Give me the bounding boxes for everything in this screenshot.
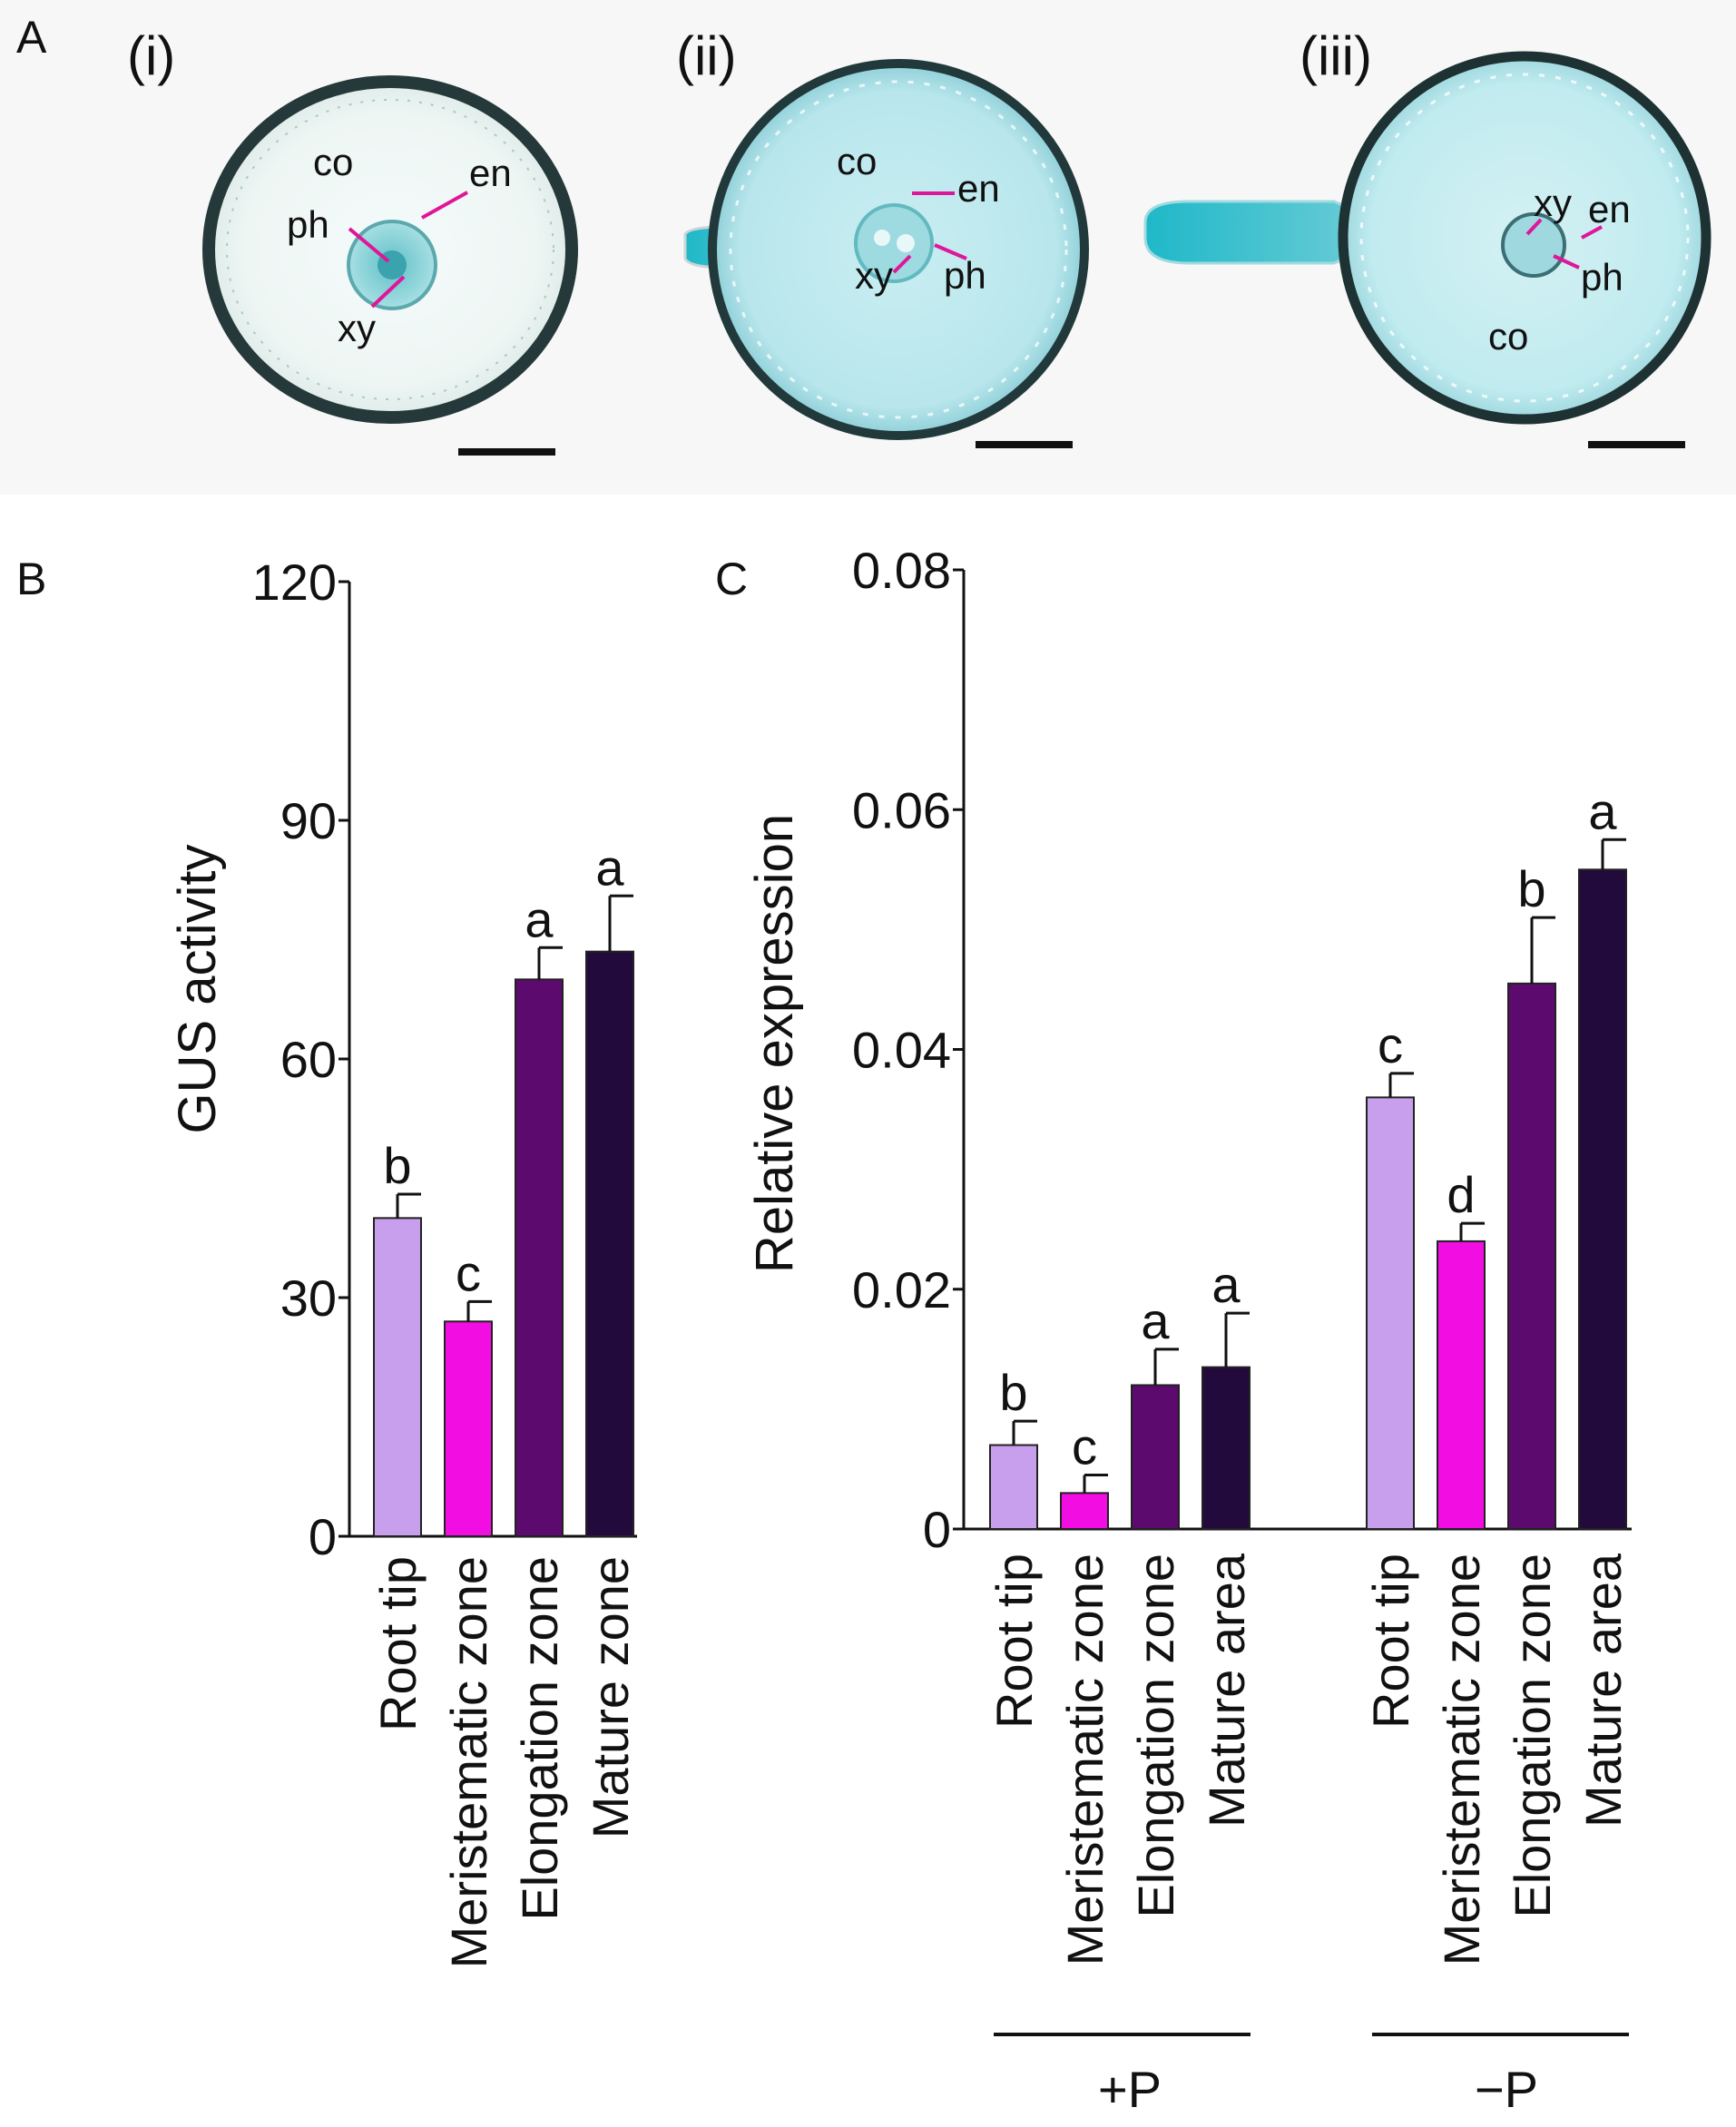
y-tick-label: 0.02	[852, 1261, 951, 1318]
group-label: −P	[1475, 2061, 1538, 2118]
chart-c: 0 0.02 0.04 0.06 0.08 b Root tip c Meristematic …	[852, 542, 1632, 2118]
section-i-xy: xy	[338, 307, 376, 349]
chart-b-significance-letter: c	[456, 1244, 481, 1301]
panel-a-letter: A	[16, 12, 47, 63]
chart-c-group-2-bar	[1507, 982, 1556, 1531]
chart-c-group-2-category-label: Meristematic zone	[1433, 1554, 1490, 1965]
chart-b: 0 30 60 90 120 b Root tip c Meristematic zone a El…	[252, 554, 639, 1968]
chart-b-ylabel: GUS activity	[168, 844, 227, 1133]
chart-c-group-2-significance-letter: a	[1588, 782, 1617, 839]
section-ii-cell-texture	[729, 80, 1068, 419]
chart-c-group-2-category-label: Mature area	[1574, 1553, 1632, 1828]
section-ii-ph: ph	[944, 254, 986, 297]
y-tick-label: 0.04	[852, 1022, 951, 1079]
chart-c-group-2-bar	[1437, 1240, 1486, 1531]
section-iii-xy-pointer	[1525, 218, 1543, 236]
chart-c-group-2-category-label: Root tip	[1362, 1554, 1419, 1729]
y-tick-label: 0.06	[852, 781, 951, 838]
chart-b-bar	[585, 950, 634, 1537]
chart-c-ylabel: Relative expression	[745, 814, 804, 1273]
section-i-en: en	[469, 152, 512, 194]
section-iii-en: en	[1588, 188, 1631, 230]
chart-c-group-1-significance-letter: a	[1211, 1256, 1241, 1313]
section-i: (i) co en ph xy	[127, 25, 578, 456]
panel-c: C Relative expression 0 0.02 0.04 0.06 0.08 b…	[715, 542, 1632, 2118]
panel-a: A (i) co en ph xy (ii) co e	[0, 0, 1736, 495]
group-label: +P	[1098, 2061, 1162, 2118]
section-ii: (ii) co en xy ph	[676, 25, 1089, 448]
chart-c-group-2-significance-letter: c	[1378, 1016, 1403, 1073]
y-tick-label: 120	[252, 554, 337, 611]
section-iii-co: co	[1488, 315, 1528, 358]
section-i-label: (i)	[127, 25, 175, 86]
chart-c-group-1-bar	[1131, 1384, 1180, 1530]
chart-b-category-label: Mature zone	[582, 1556, 639, 1838]
chart-c-group-2-bar	[1366, 1096, 1415, 1530]
chart-c-group-1-significance-letter: a	[1141, 1292, 1170, 1349]
section-ii-label: (ii)	[676, 25, 737, 86]
panel-c-letter: C	[715, 554, 748, 604]
chart-b-category-label: Meristematic zone	[440, 1556, 497, 1968]
chart-c-group-2-bar	[1578, 868, 1627, 1530]
chart-b-significance-letter: a	[525, 890, 554, 947]
chart-c-group-1-category-label: Elongation zone	[1127, 1554, 1184, 1918]
chart-c-group-1-category-label: Root tip	[986, 1554, 1043, 1729]
y-tick-label: 60	[280, 1031, 337, 1088]
chart-c-group-1-significance-letter: c	[1072, 1418, 1097, 1475]
section-ii-xylem-vessel-2	[897, 234, 915, 252]
section-i-en-pointer	[421, 191, 468, 220]
chart-b-category-label: Root tip	[369, 1556, 427, 1731]
section-iii-ph-pointer	[1553, 254, 1580, 270]
y-tick-label: 90	[280, 792, 337, 849]
chart-c-group-1-category-label: Meristematic zone	[1056, 1554, 1113, 1965]
section-i-ph-pointer	[348, 227, 390, 263]
chart-b-significance-letter: b	[383, 1137, 411, 1194]
section-iii-stele	[1501, 212, 1566, 278]
chart-c-group-1-bar	[1201, 1366, 1251, 1530]
section-ii-ph-pointer	[934, 243, 967, 260]
section-iii-en-pointer	[1581, 225, 1603, 240]
section-i-cell-texture	[226, 99, 554, 400]
panel-b: B GUS activity 0 30 60 90 120 b Root tip c Meris…	[16, 554, 639, 1968]
y-tick-label: 30	[280, 1269, 337, 1327]
chart-c-group-1-bar	[989, 1444, 1038, 1530]
chart-b-bar	[373, 1217, 422, 1538]
section-i-co: co	[313, 141, 353, 183]
chart-c-group-1-category-label: Mature area	[1198, 1553, 1255, 1828]
chart-b-bar	[444, 1320, 493, 1538]
chart-b-significance-letter: a	[595, 838, 624, 896]
chart-c-group-1-significance-letter: b	[999, 1364, 1027, 1421]
section-ii-co: co	[837, 140, 877, 182]
section-iii-ph: ph	[1581, 256, 1623, 299]
section-i-xy-pointer	[370, 275, 406, 309]
chart-c-group-2-category-label: Elongation zone	[1504, 1554, 1561, 1918]
chart-b-bar	[515, 978, 564, 1538]
chart-c-group-2-significance-letter: d	[1447, 1166, 1475, 1223]
section-ii-stele	[854, 203, 934, 283]
section-iii-label: (iii)	[1300, 25, 1372, 86]
section-iii-cell-texture	[1359, 73, 1690, 403]
section-ii-xy-pointer	[892, 254, 912, 274]
section-iii: (iii) xy en ph co	[1143, 25, 1711, 448]
section-ii-xy: xy	[855, 254, 893, 297]
y-tick-label: 0	[309, 1508, 337, 1565]
chart-b-category-label: Elongation zone	[511, 1556, 568, 1921]
chart-c-group-1-bar	[1060, 1492, 1109, 1531]
panel-b-letter: B	[16, 554, 46, 604]
y-tick-label: 0.08	[852, 542, 951, 599]
section-iii-xy: xy	[1534, 181, 1572, 224]
section-i-ph: ph	[287, 203, 329, 246]
chart-c-group-2-significance-letter: b	[1517, 860, 1545, 917]
section-ii-xylem-vessel	[874, 230, 890, 246]
y-tick-label: 0	[923, 1501, 951, 1558]
section-ii-en: en	[957, 167, 1000, 210]
